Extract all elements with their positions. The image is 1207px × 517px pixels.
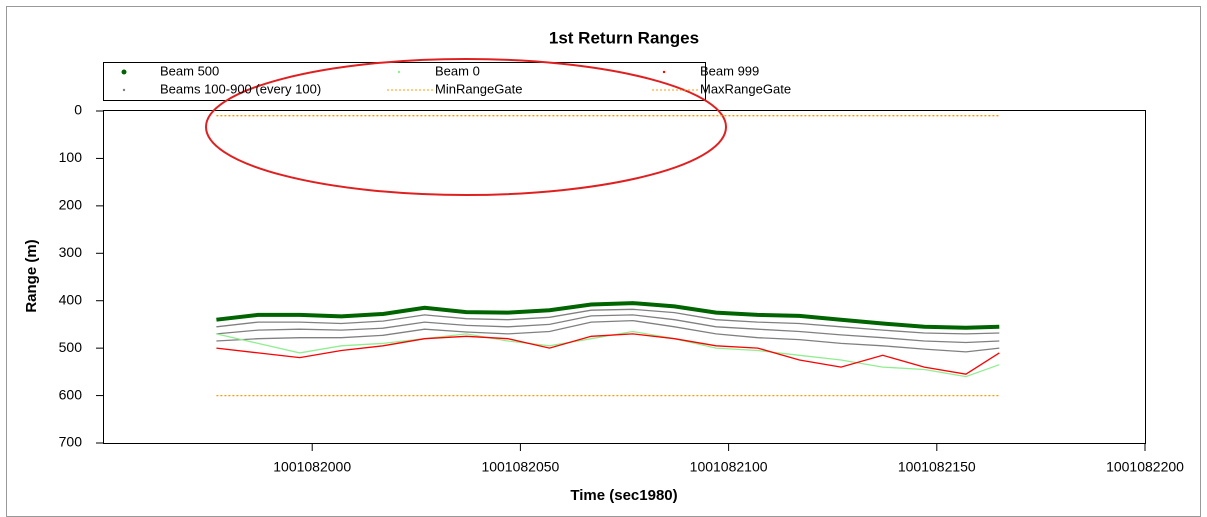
chart-title: 1st Return Ranges	[549, 28, 699, 47]
y-axis-label: Range (m)	[23, 239, 40, 312]
y-tick-label: 400	[59, 291, 83, 307]
x-tick-label: 1001082200	[1106, 459, 1184, 475]
legend-label: MaxRangeGate	[700, 81, 791, 96]
series-line	[216, 319, 1000, 353]
legend-label: Beam 999	[700, 63, 759, 78]
y-tick-label: 0	[74, 102, 82, 118]
series-line	[216, 308, 1000, 335]
legend-label: Beam 500	[160, 63, 219, 78]
legend-swatch	[121, 69, 127, 75]
legend-label: Beams 100-900 (every 100)	[160, 81, 321, 96]
x-tick-label: 1001082100	[690, 459, 768, 475]
x-tick-label: 1001082050	[481, 459, 559, 475]
series-line	[216, 333, 1000, 375]
x-tick-label: 1001082150	[898, 459, 976, 475]
legend-swatch	[122, 88, 126, 92]
series-line	[216, 314, 1000, 344]
series-line	[216, 301, 1000, 330]
plot-area	[103, 110, 1146, 444]
y-tick-label: 600	[59, 386, 83, 402]
y-tick-label: 200	[59, 197, 83, 213]
x-tick-label: 1001082000	[273, 459, 351, 475]
y-tick-label: 700	[59, 434, 83, 450]
highlight-ellipse	[205, 58, 727, 196]
legend-label: Beam 0	[435, 63, 480, 78]
legend-swatch	[397, 70, 401, 74]
x-axis-label: Time (sec1980)	[570, 487, 677, 504]
legend-label: MinRangeGate	[435, 81, 522, 96]
y-tick-label: 300	[59, 244, 83, 260]
legend-swatch	[662, 70, 666, 74]
y-tick-label: 500	[59, 339, 83, 355]
y-tick-label: 100	[59, 149, 83, 165]
